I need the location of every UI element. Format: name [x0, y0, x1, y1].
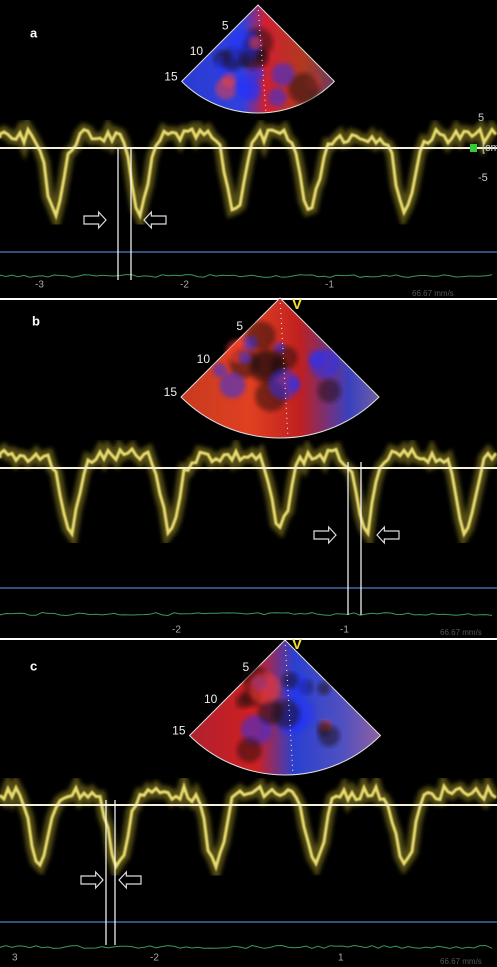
orientation-marker: V: [292, 636, 302, 653]
time-label: -1: [340, 625, 349, 636]
time-label: -2: [172, 625, 181, 636]
depth-label: 5: [222, 19, 229, 33]
echo-speckle: [219, 372, 245, 398]
echo-speckle: [282, 672, 299, 689]
depth-label: 10: [204, 692, 218, 706]
echo-figure: 51015a5[cm-5-3-2-166.67 mm/s51015Vb-2-16…: [0, 0, 497, 967]
panel-label: b: [32, 313, 40, 328]
depth-label: 5: [242, 660, 249, 674]
echo-speckle: [237, 738, 262, 763]
echo-speckle: [317, 721, 331, 735]
velocity-scale-label: 5: [478, 112, 484, 124]
sweep-speed: 66.67 mm/s: [440, 628, 482, 637]
depth-label: 10: [197, 352, 211, 366]
echo-speckle: [236, 694, 250, 708]
time-label: -2: [180, 280, 189, 291]
depth-label: 15: [164, 385, 178, 399]
echo-speckle: [249, 673, 280, 704]
velocity-scale-label: [cm: [482, 142, 497, 154]
echo-speckle: [272, 700, 300, 728]
time-label: -3: [35, 280, 44, 291]
echo-speckle: [238, 351, 251, 364]
panel: 5 10 15 a 5 [cm -5 -3 -2 -1 66.67 mm/s: [0, 0, 497, 298]
echo-speckle: [268, 88, 286, 106]
echo-speckle: [254, 51, 269, 66]
depth-label: 5: [236, 319, 243, 333]
echo-speckle: [308, 350, 325, 367]
time-label: 3: [12, 953, 18, 964]
panel: 5 10 15 Vb -2 -1 66.67 mm/s: [0, 296, 497, 638]
depth-label: 15: [164, 70, 178, 84]
depth-label: 10: [190, 44, 204, 58]
scale-marker: [470, 144, 477, 152]
sweep-speed: 66.67 mm/s: [440, 957, 482, 966]
panel: 5 10 15 Vc 3 -2 1 66.67 mm/s: [0, 636, 497, 967]
echo-speckle: [222, 73, 237, 88]
echo-speckle: [249, 37, 262, 50]
echo-speckle: [318, 379, 341, 402]
echo-speckle: [272, 63, 295, 86]
velocity-scale-label: -5: [478, 172, 488, 184]
panel-label: a: [30, 25, 38, 40]
time-label: -2: [150, 953, 159, 964]
panel-label: c: [30, 658, 37, 673]
depth-label: 15: [172, 724, 186, 738]
echo-speckle: [240, 52, 254, 66]
echo-speckle: [317, 682, 330, 695]
time-label: 1: [338, 953, 344, 964]
time-label: -1: [325, 280, 334, 291]
echo-speckle: [240, 81, 261, 102]
orientation-marker: V: [292, 296, 302, 313]
sweep-speed: 66.67 mm/s: [412, 289, 454, 298]
echo-speckle: [243, 336, 258, 351]
